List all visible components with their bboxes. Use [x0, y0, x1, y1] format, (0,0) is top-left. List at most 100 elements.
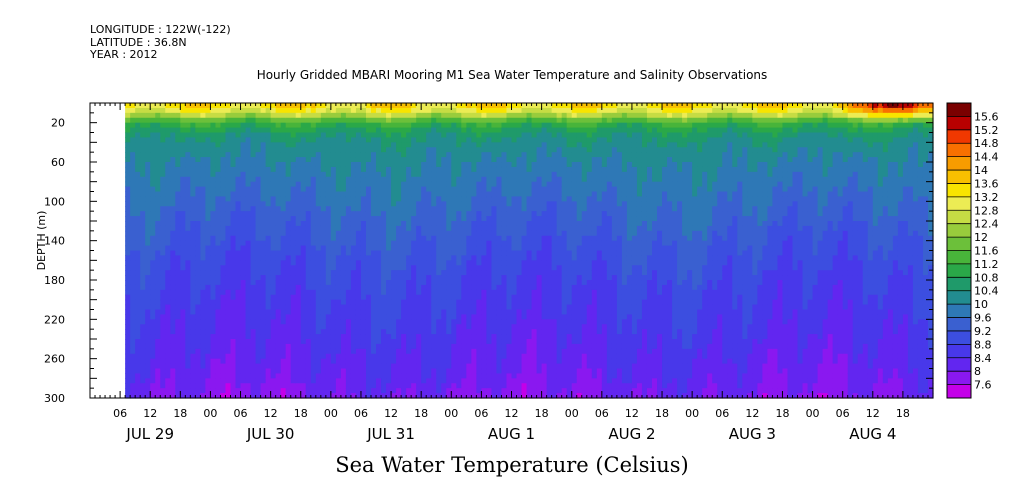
temperature-cell [471, 240, 477, 247]
temperature-cell [386, 294, 392, 301]
temperature-cell [386, 221, 392, 227]
temperature-cell [225, 339, 232, 345]
temperature-cell [170, 353, 176, 360]
temperature-cell [130, 235, 136, 242]
temperature-cell [486, 329, 493, 335]
temperature-cell [200, 171, 207, 178]
temperature-cell [140, 122, 146, 129]
temperature-cell [295, 245, 302, 252]
temperature-cell [371, 107, 377, 114]
temperature-cell [240, 142, 247, 148]
temperature-cell [280, 103, 287, 109]
temperature-cell [140, 245, 146, 252]
temperature-cell [481, 107, 488, 114]
temperature-cell [531, 216, 538, 222]
temperature-cell [185, 373, 191, 379]
temperature-cell [240, 107, 247, 114]
temperature-cell [360, 294, 367, 301]
temperature-cell [536, 162, 543, 168]
temperature-cell [406, 314, 412, 320]
temperature-cell [325, 107, 332, 114]
temperature-cell [170, 176, 176, 183]
temperature-cell [466, 265, 472, 271]
temperature-cell [185, 393, 191, 399]
temperature-cell [235, 201, 242, 207]
temperature-cell [210, 142, 217, 148]
temperature-cell [441, 127, 447, 134]
temperature-cell [506, 299, 513, 306]
temperature-cell [160, 319, 166, 325]
temperature-cell [260, 299, 267, 306]
temperature-cell [305, 216, 312, 222]
temperature-cell [230, 181, 237, 188]
temperature-cell [145, 329, 151, 335]
temperature-cell [250, 201, 257, 207]
temperature-cell [255, 388, 262, 394]
temperature-cell [300, 127, 307, 134]
temperature-cell [526, 275, 533, 281]
temperature-cell [300, 230, 307, 237]
temperature-cell [320, 284, 327, 291]
temperature-cell [220, 225, 227, 232]
temperature-cell [130, 270, 136, 276]
temperature-cell [376, 142, 382, 148]
temperature-cell [381, 304, 387, 311]
temperature-cell [230, 147, 237, 153]
temperature-cell [345, 329, 352, 335]
temperature-cell [436, 235, 442, 242]
temperature-cell [290, 186, 297, 193]
temperature-cell [295, 117, 302, 124]
temperature-cell [386, 225, 392, 232]
temperature-cell [300, 122, 307, 129]
temperature-cell [486, 240, 493, 247]
temperature-cell [260, 393, 267, 399]
temperature-cell [401, 275, 407, 281]
temperature-cell [396, 191, 402, 198]
temperature-cell [446, 255, 452, 261]
temperature-cell [230, 353, 237, 360]
temperature-cell [170, 225, 176, 232]
temperature-cell [300, 117, 307, 124]
temperature-cell [145, 132, 151, 139]
temperature-cell [290, 324, 297, 330]
temperature-cell [386, 280, 392, 286]
temperature-cell [300, 132, 307, 139]
temperature-cell [325, 275, 332, 281]
temperature-cell [386, 314, 392, 320]
temperature-cell [330, 343, 337, 350]
temperature-cell [325, 211, 332, 217]
temperature-cell [501, 255, 508, 261]
temperature-cell [340, 378, 347, 384]
temperature-cell [285, 221, 292, 227]
temperature-cell [491, 137, 498, 143]
temperature-cell [130, 314, 136, 320]
temperature-cell [501, 334, 508, 340]
temperature-cell [365, 368, 372, 375]
temperature-cell [210, 343, 217, 350]
temperature-cell [536, 373, 543, 379]
temperature-cell [255, 221, 262, 227]
temperature-cell [150, 329, 156, 335]
temperature-cell [160, 171, 166, 178]
temperature-cell [466, 314, 472, 320]
temperature-cell [210, 225, 217, 232]
temperature-cell [325, 319, 332, 325]
temperature-cell [511, 314, 518, 320]
temperature-cell [240, 196, 247, 202]
temperature-cell [280, 216, 287, 222]
temperature-cell [355, 299, 362, 306]
temperature-cell [376, 314, 382, 320]
temperature-cell [461, 112, 467, 119]
temperature-cell [340, 142, 347, 148]
temperature-cell [190, 225, 196, 232]
temperature-cell [401, 284, 407, 291]
temperature-cell [416, 299, 422, 306]
temperature-cell [200, 240, 207, 247]
temperature-cell [315, 260, 322, 266]
temperature-cell [300, 235, 307, 242]
temperature-cell [526, 368, 533, 375]
temperature-cell [290, 181, 297, 188]
temperature-cell [376, 107, 382, 114]
temperature-cell [125, 132, 131, 139]
temperature-cell [320, 314, 327, 320]
